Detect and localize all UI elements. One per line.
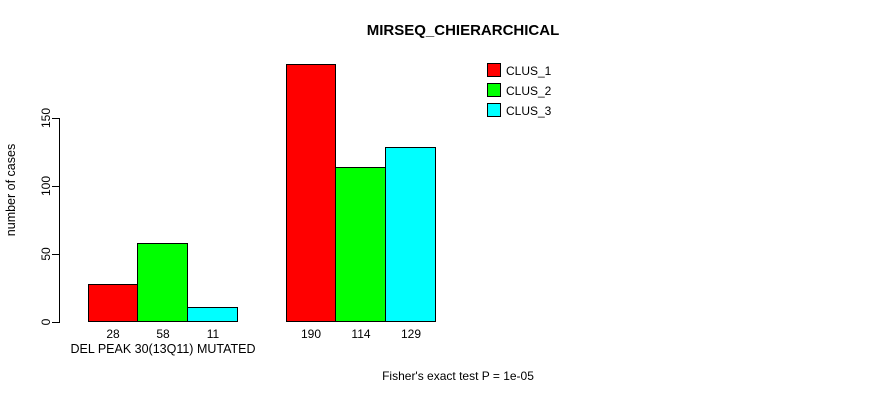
- bar-clus_1-group1: [88, 284, 138, 322]
- bar-value-label: 58: [156, 327, 170, 341]
- legend-swatch-clus_2: [487, 83, 501, 97]
- bar-clus_3-group1: [187, 307, 238, 322]
- bar-clus_1-group2: [286, 64, 336, 322]
- y-axis-tick-label: 0: [39, 318, 53, 326]
- y-axis-tick: [52, 254, 59, 255]
- y-axis-label: number of cases: [4, 143, 18, 237]
- footer-caption: Fisher's exact test P = 1e-05: [382, 369, 534, 383]
- y-axis-tick-label: 100: [39, 175, 53, 197]
- bar-value-label: 190: [300, 327, 322, 341]
- legend-swatch-clus_1: [487, 63, 501, 77]
- y-axis-tick-label: 50: [39, 247, 53, 261]
- y-axis-tick: [52, 322, 59, 323]
- y-axis-tick: [52, 118, 59, 119]
- x-axis-group-label: DEL PEAK 30(13Q11) MUTATED: [70, 342, 256, 356]
- legend-swatch-clus_3: [487, 103, 501, 117]
- bar-value-label: 129: [400, 327, 422, 341]
- bar-clus_3-group2: [385, 147, 436, 322]
- chart-title: MIRSEQ_CHIERARCHICAL: [366, 22, 560, 39]
- legend-label-clus_1: CLUS_1: [506, 64, 552, 78]
- bar-value-label: 11: [206, 327, 220, 341]
- bar-clus_2-group1: [137, 243, 188, 322]
- y-axis-line: [59, 118, 60, 323]
- legend-label-clus_2: CLUS_2: [506, 84, 552, 98]
- y-axis-tick: [52, 186, 59, 187]
- bar-clus_2-group2: [335, 167, 386, 322]
- legend-label-clus_3: CLUS_3: [506, 104, 552, 118]
- bar-value-label: 28: [106, 327, 120, 341]
- bar-value-label: 114: [351, 327, 371, 341]
- y-axis-tick-label: 150: [39, 107, 53, 129]
